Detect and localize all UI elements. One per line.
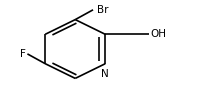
- Text: F: F: [20, 49, 25, 59]
- Text: N: N: [101, 69, 109, 79]
- Text: Br: Br: [97, 5, 109, 15]
- Text: OH: OH: [151, 29, 167, 39]
